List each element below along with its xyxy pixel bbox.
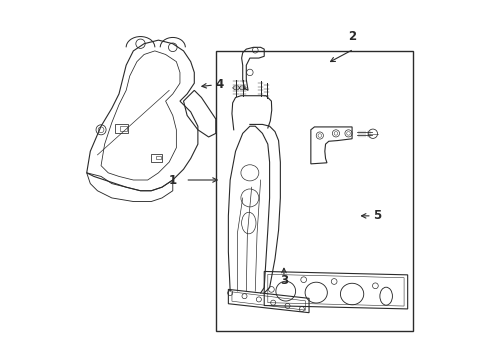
Text: 3: 3	[279, 274, 287, 287]
Bar	[155, 156, 161, 159]
Bar	[151, 154, 162, 162]
Bar	[120, 126, 126, 131]
Text: 5: 5	[372, 210, 381, 222]
Text: 2: 2	[347, 30, 355, 43]
Bar	[115, 125, 128, 134]
Text: 1: 1	[168, 174, 177, 186]
Bar	[215, 51, 412, 330]
Text: 4: 4	[215, 78, 223, 91]
